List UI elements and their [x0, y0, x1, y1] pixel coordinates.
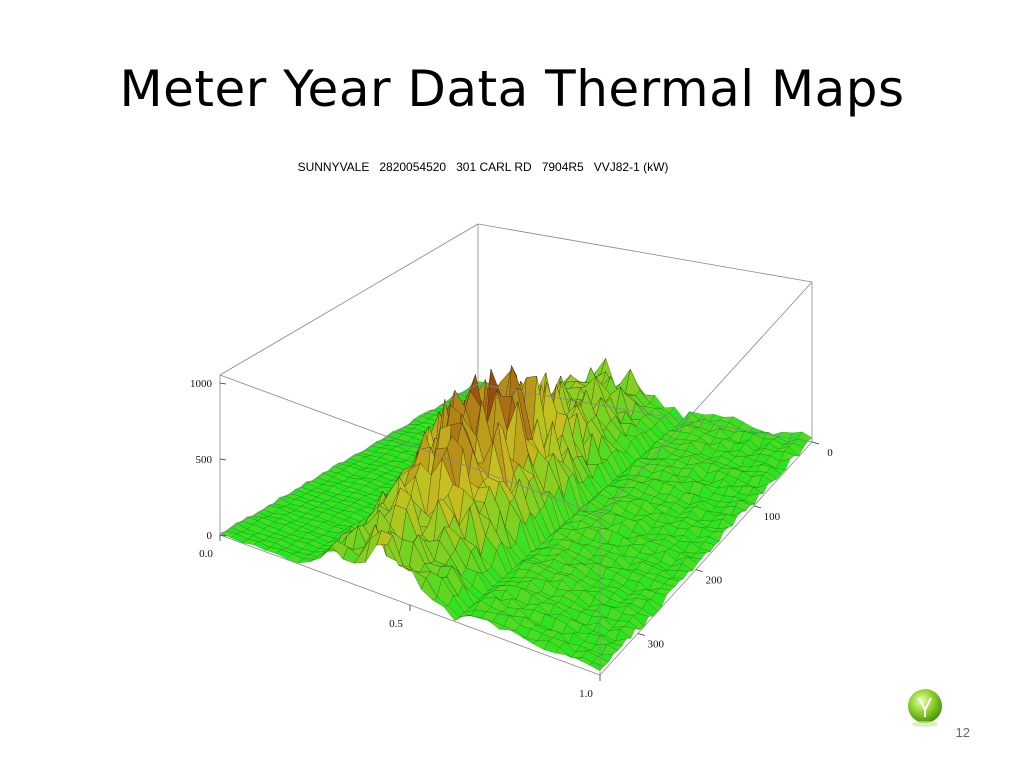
y-tick-mark: [637, 633, 645, 636]
bounding-box: [219, 223, 813, 676]
slide-title: Meter Year Data Thermal Maps: [119, 60, 905, 118]
y-tick-mark: [753, 505, 762, 509]
z-tick-label: 500: [196, 454, 213, 466]
surface-cell: [748, 486, 765, 496]
surface-cell: [641, 599, 658, 617]
y-tick-label: 0: [827, 447, 833, 459]
box-edge: [219, 383, 479, 536]
box-edge: [599, 281, 813, 516]
z-tick-mark: [219, 458, 227, 461]
surface-cell: [708, 530, 725, 542]
surface-cell: [761, 472, 778, 482]
box-edge: [599, 441, 813, 676]
surface-cell: [690, 552, 707, 559]
surface-cell: [601, 643, 619, 656]
y-tick-label: 200: [706, 575, 723, 587]
surface-cell: [721, 513, 738, 526]
surface-cell: [788, 442, 804, 457]
surface-cell: [663, 578, 680, 587]
z-tick-label: 1000: [190, 378, 213, 390]
green-orb-logo-icon: [908, 689, 942, 727]
surface-cell: [712, 527, 729, 533]
surface-cell: [775, 458, 791, 470]
axis-ticks: 0 500 1000 0.0 0.5 1.0 0 100 200 300: [190, 378, 833, 700]
y-tick-label: 300: [648, 639, 665, 651]
surface-mesh: [219, 357, 813, 672]
surface-cell: [730, 505, 747, 517]
box-edge: [477, 223, 813, 283]
surface-cell: [632, 612, 649, 627]
surface-cell: [610, 638, 628, 646]
surface-cell: [717, 518, 734, 530]
z-tick-label: 0: [207, 530, 213, 542]
surface-cell: [615, 628, 632, 642]
surface-cell: [770, 466, 786, 475]
y-tick-mark: [695, 569, 703, 573]
surface-cell: [588, 662, 605, 672]
z-tick-mark: [219, 382, 227, 385]
y-tick-label: 100: [764, 511, 781, 523]
x-tick-label: 1.0: [579, 688, 593, 700]
z-tick-mark: [219, 534, 227, 537]
box-edge: [477, 383, 813, 443]
y-tick-mark: [811, 441, 820, 445]
surface-cell: [623, 620, 640, 631]
box-edge: [219, 223, 479, 376]
box-edge: [219, 374, 601, 516]
x-tick-label: 0.0: [199, 548, 213, 560]
surface-cell: [686, 556, 703, 564]
chart-title: SUNNYVALE 2820054520 301 CARL RD 7904R5 …: [297, 160, 669, 174]
x-tick-label: 0.5: [389, 618, 403, 630]
surface-cell: [619, 626, 636, 639]
page-number: 12: [955, 725, 970, 740]
